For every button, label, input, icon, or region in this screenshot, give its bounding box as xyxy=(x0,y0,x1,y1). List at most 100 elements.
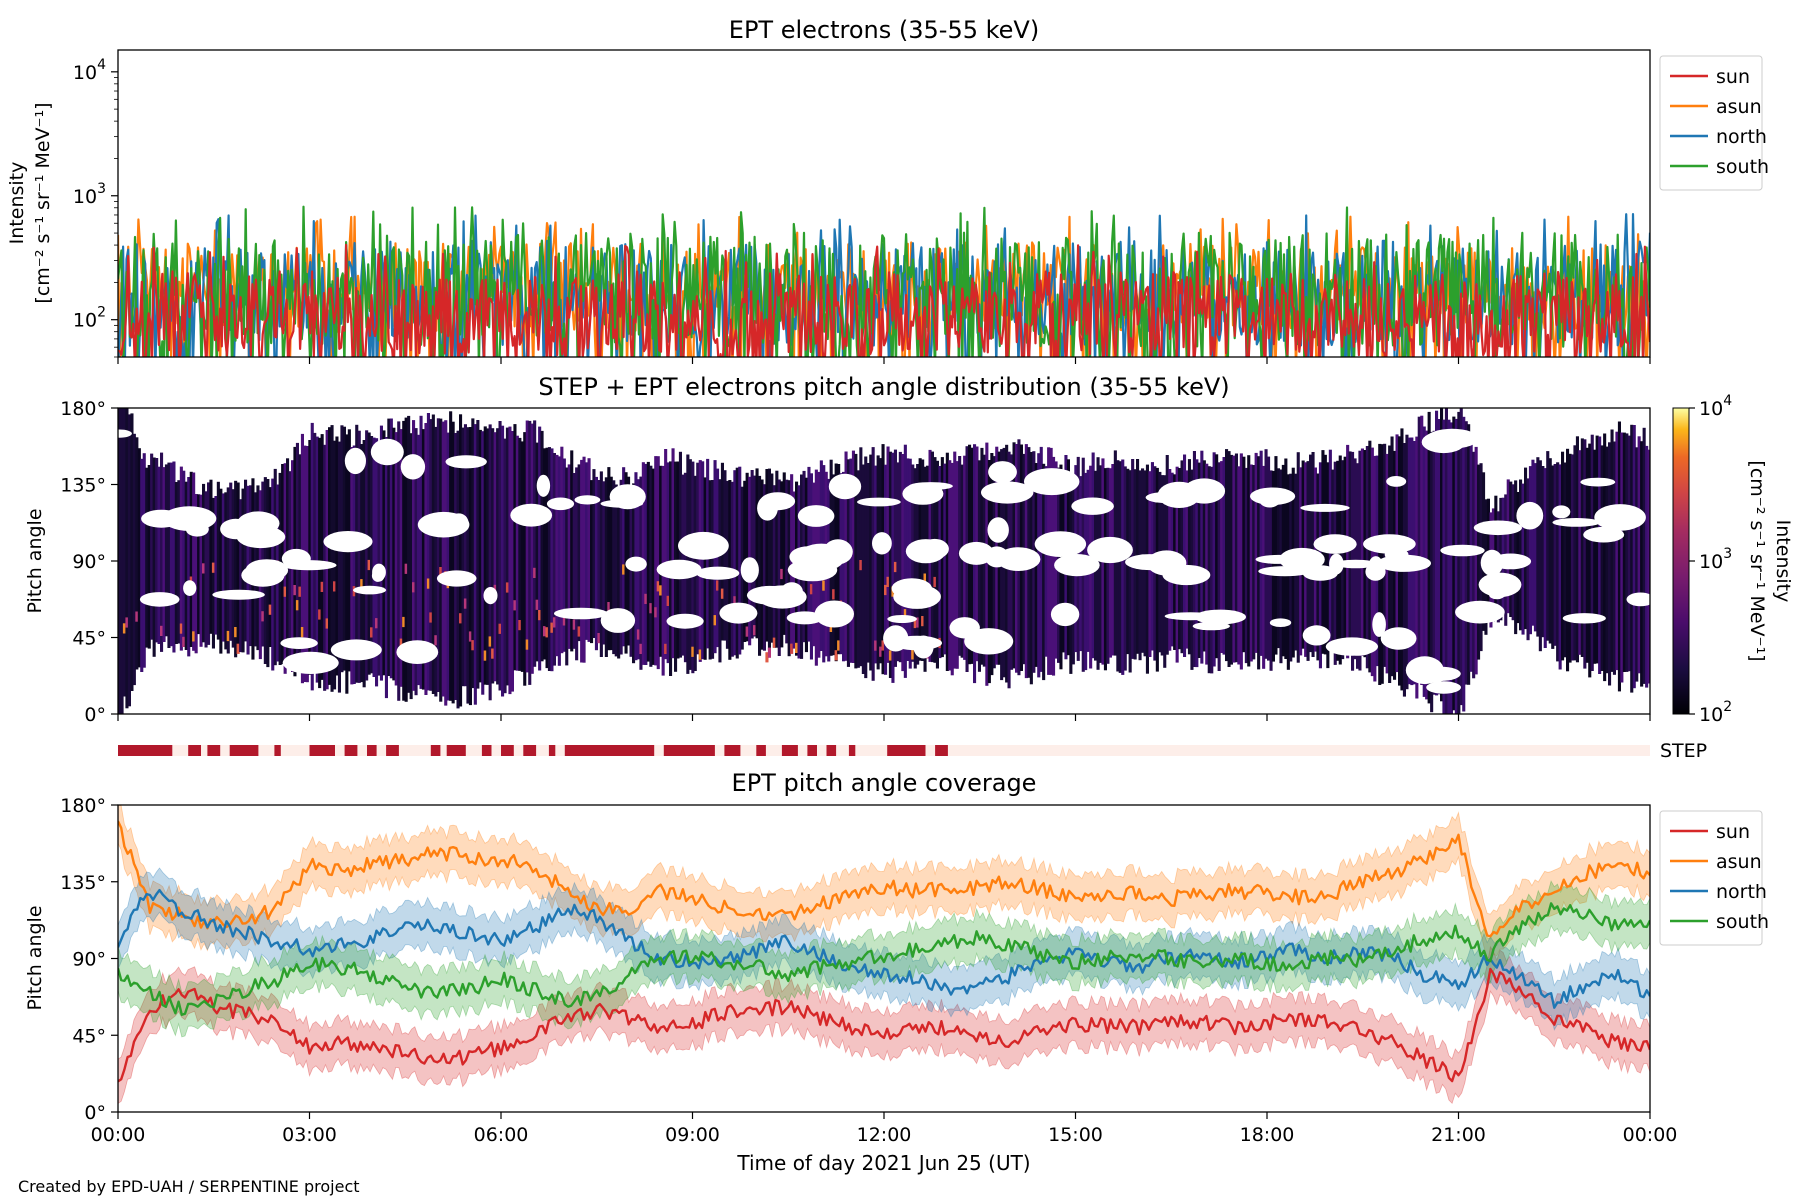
pad-column xyxy=(632,483,636,664)
pad-hot-cell xyxy=(790,643,794,654)
pad-hot-cell xyxy=(666,595,670,606)
pad-hot-cell xyxy=(834,650,838,661)
pad-column xyxy=(498,421,502,691)
pad-column xyxy=(733,470,737,656)
pad-column xyxy=(760,479,764,650)
pad-hot-cell xyxy=(179,623,183,634)
pad-hot-cell xyxy=(884,584,888,596)
pad-hot-cell xyxy=(713,615,717,626)
pad-column xyxy=(745,472,749,642)
pad-column xyxy=(1566,448,1570,672)
step-segment xyxy=(118,745,173,756)
pad-gap xyxy=(1377,554,1431,572)
pad-column xyxy=(1536,457,1540,637)
pad-hot-cell xyxy=(716,580,720,591)
pad-column xyxy=(431,414,435,694)
pad-hot-cell xyxy=(888,650,892,661)
pad-hot-cell xyxy=(439,567,443,578)
pad-column xyxy=(1533,463,1537,632)
pad-gap xyxy=(920,538,949,559)
pad-column xyxy=(735,467,739,659)
pad-hot-cell xyxy=(426,578,430,589)
ytick-label: 90° xyxy=(72,551,106,573)
pad-column xyxy=(145,467,149,648)
legend-label-asun: asun xyxy=(1716,851,1762,873)
pad-column xyxy=(1197,462,1201,658)
step-segment xyxy=(756,745,766,756)
pad-column xyxy=(140,458,144,672)
pad-column xyxy=(1494,495,1498,606)
pad-column xyxy=(656,456,660,670)
pad-column xyxy=(1543,468,1547,648)
coverage-xaxis: 00:00 03:00 06:00 09:00 12:00 15:00 18:00 21:00… xyxy=(91,1112,1677,1146)
pad-column xyxy=(444,420,448,706)
pad-column xyxy=(1052,456,1056,676)
pad-hot-cell xyxy=(886,576,890,587)
pad-column xyxy=(493,432,497,682)
pad-column xyxy=(224,492,228,650)
pad-column xyxy=(1645,445,1649,688)
pad-gap xyxy=(1087,536,1133,564)
pad-hot-cell xyxy=(765,652,769,663)
step-segment xyxy=(663,745,715,756)
pad-hot-cell xyxy=(318,609,322,620)
pad-hot-cell xyxy=(859,560,863,571)
pad-gap xyxy=(609,484,646,510)
pad-column xyxy=(483,426,487,685)
pad-gap xyxy=(666,613,704,629)
pad-column xyxy=(1259,450,1263,656)
pad-column xyxy=(654,456,658,666)
pad-column xyxy=(330,425,334,692)
pad-column xyxy=(1469,441,1473,672)
pad-gap xyxy=(118,429,132,438)
pad-column xyxy=(1509,481,1513,617)
pad-heatmap xyxy=(118,408,1650,714)
pad-column xyxy=(1348,451,1352,655)
pad-hot-cell xyxy=(832,589,836,600)
pad-column xyxy=(194,494,198,654)
panel-pad: STEP + EPT electrons pitch angle distrib… xyxy=(24,373,1794,762)
pad-column xyxy=(367,432,371,675)
pad-column xyxy=(1054,461,1058,659)
pad-column xyxy=(1501,497,1505,611)
step-segment xyxy=(501,745,514,756)
pad-gap xyxy=(280,637,318,649)
pad-column xyxy=(1220,461,1224,653)
pad-column xyxy=(879,458,883,664)
pad-column xyxy=(585,462,589,640)
pad-column xyxy=(1417,416,1421,683)
pad-gap xyxy=(396,640,439,664)
pad-column xyxy=(908,458,912,669)
pad-column xyxy=(607,467,611,651)
intensity-ylabel: Intensity xyxy=(6,162,28,245)
pad-column xyxy=(866,463,870,663)
pad-column xyxy=(1627,435,1631,672)
pad-column xyxy=(473,424,477,705)
pad-column xyxy=(1326,462,1330,669)
pad-column xyxy=(1620,432,1624,683)
pad-column xyxy=(1573,445,1577,661)
pad-column xyxy=(132,433,136,686)
pad-column xyxy=(362,440,366,688)
pad-gap xyxy=(1583,526,1625,543)
pad-hot-cell xyxy=(911,649,915,660)
pad-gap xyxy=(237,511,280,536)
pad-gap xyxy=(417,511,470,538)
pad-column xyxy=(167,462,171,648)
pad-hot-cell xyxy=(538,610,542,621)
pad-column xyxy=(1454,418,1458,714)
pad-hot-cell xyxy=(471,640,475,651)
pad-gap xyxy=(891,578,932,599)
pad-column xyxy=(244,479,248,642)
pad-hot-cell xyxy=(916,617,920,628)
pad-column xyxy=(575,467,579,661)
pad-column xyxy=(903,444,907,678)
pad-column xyxy=(1118,461,1122,673)
pad-hot-cell xyxy=(809,584,813,595)
pad-column xyxy=(439,418,443,702)
colorbar-ticks: 102 103 104 xyxy=(1689,393,1732,726)
pad-column xyxy=(370,436,374,674)
pad-column xyxy=(896,462,900,662)
legend-box xyxy=(1659,55,1763,191)
footer-credit: Created by EPD-UAH / SERPENTINE project xyxy=(18,1177,360,1196)
